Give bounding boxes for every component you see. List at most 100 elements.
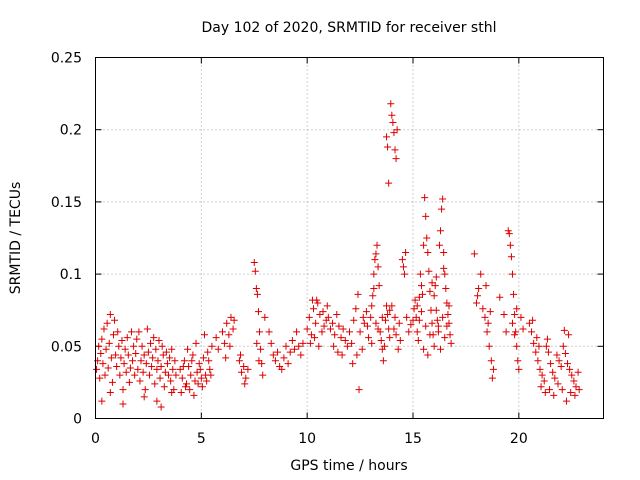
data-point	[488, 374, 496, 382]
data-point	[370, 270, 378, 278]
data-point	[148, 363, 156, 371]
data-point	[383, 133, 391, 141]
data-point	[135, 328, 143, 336]
data-point	[303, 325, 311, 333]
data-point	[428, 279, 436, 287]
data-point	[574, 368, 582, 376]
data-point	[196, 365, 204, 373]
data-point	[256, 328, 264, 336]
data-point	[286, 348, 294, 356]
data-point	[259, 371, 267, 379]
data-point	[403, 313, 411, 321]
data-point	[153, 365, 161, 373]
data-point	[106, 389, 114, 397]
data-point	[118, 337, 126, 345]
data-point	[179, 363, 187, 371]
data-point	[101, 371, 109, 379]
data-point	[214, 345, 222, 353]
data-point	[532, 348, 540, 356]
data-point	[153, 397, 161, 405]
data-point	[422, 212, 430, 220]
data-point	[329, 319, 337, 327]
data-point	[348, 339, 356, 347]
data-point	[112, 351, 120, 359]
data-point	[568, 371, 576, 379]
data-point	[137, 357, 145, 365]
data-point	[353, 351, 361, 359]
data-point	[562, 397, 570, 405]
data-point	[512, 328, 520, 336]
data-point	[365, 334, 373, 342]
data-point	[132, 350, 140, 358]
data-point	[412, 313, 420, 321]
data-point	[142, 360, 150, 368]
data-point	[445, 302, 453, 310]
data-point	[396, 337, 404, 345]
data-point	[550, 391, 558, 399]
data-point	[506, 241, 514, 249]
data-point	[284, 360, 292, 368]
data-point	[130, 342, 138, 350]
data-point	[131, 371, 139, 379]
data-point	[413, 302, 421, 310]
data-point	[417, 282, 425, 290]
data-point	[331, 331, 339, 339]
data-point	[442, 285, 450, 293]
data-point	[326, 325, 334, 333]
data-point	[368, 302, 376, 310]
x-tick-label: 5	[197, 431, 206, 447]
data-point	[402, 248, 410, 256]
data-point	[319, 308, 327, 316]
data-point	[359, 313, 367, 321]
data-point	[155, 337, 163, 345]
data-point	[440, 248, 448, 256]
data-point	[413, 328, 421, 336]
data-point	[307, 331, 315, 339]
data-point	[489, 365, 497, 373]
data-point	[255, 357, 263, 365]
data-point	[535, 342, 543, 350]
data-point	[138, 342, 146, 350]
y-tick-label: 0.25	[51, 51, 82, 67]
data-point	[116, 371, 124, 379]
data-point	[98, 397, 106, 405]
data-point	[441, 334, 449, 342]
data-point	[389, 118, 397, 126]
data-point	[191, 377, 199, 385]
data-point	[533, 334, 541, 342]
data-point	[171, 357, 179, 365]
data-point	[543, 335, 551, 343]
data-point	[534, 357, 542, 365]
data-point	[194, 380, 202, 388]
data-point	[120, 360, 128, 368]
data-point	[176, 365, 184, 373]
data-point	[121, 345, 129, 353]
data-point	[513, 342, 521, 350]
data-point	[411, 296, 419, 304]
data-point	[330, 342, 338, 350]
data-point	[180, 357, 188, 365]
data-point	[511, 311, 519, 319]
grid-lines	[95, 57, 604, 419]
data-point	[241, 380, 249, 388]
data-point	[163, 360, 171, 368]
data-point	[517, 313, 525, 321]
data-point	[432, 273, 440, 281]
data-point	[371, 256, 379, 264]
data-point	[334, 348, 342, 356]
data-point	[374, 325, 382, 333]
data-point	[386, 306, 394, 314]
data-point	[571, 391, 579, 399]
data-point	[391, 313, 399, 321]
data-point	[502, 328, 510, 336]
data-point	[538, 371, 546, 379]
data-point	[424, 351, 432, 359]
x-tick-label: 20	[510, 431, 528, 447]
data-point	[156, 374, 164, 382]
data-point	[414, 337, 422, 345]
data-point	[422, 322, 430, 330]
data-point	[297, 351, 305, 359]
data-point	[219, 328, 226, 336]
data-point	[295, 342, 303, 350]
